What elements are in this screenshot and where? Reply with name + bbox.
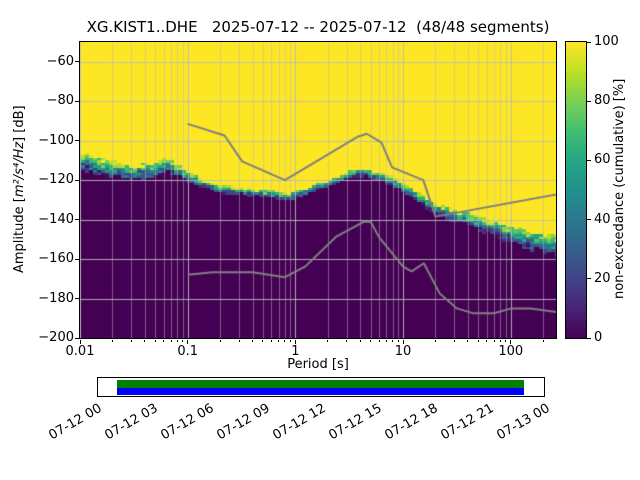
y-axis-label-suffix: ] [dB] [12, 105, 27, 142]
x-minor-tick-mark [278, 340, 280, 342]
x-minor-tick-mark [493, 340, 495, 342]
colorbar [565, 41, 587, 339]
x-minor-tick-mark [397, 340, 399, 342]
x-tick-label: 1 [291, 344, 300, 359]
colorbar-tick-mark [587, 100, 591, 102]
x-minor-tick-mark [359, 340, 361, 342]
x-minor-tick-mark [453, 340, 455, 342]
x-axis-label: Period [s] [287, 357, 349, 372]
x-minor-tick-mark [130, 340, 132, 342]
x-minor-tick-mark [252, 340, 254, 342]
x-minor-tick-mark [346, 340, 348, 342]
timeline-tick-label: 07-13 00 [494, 401, 553, 444]
colorbar-tick-label: 40 [594, 211, 611, 227]
y-axis-label: Amplitude [m²/s⁴/Hz] [dB] [12, 41, 27, 337]
timeline-tick-label: 07-12 09 [214, 401, 273, 444]
x-minor-tick-mark [163, 340, 165, 342]
colorbar-tick-mark [587, 159, 591, 161]
x-minor-tick-mark [270, 340, 272, 342]
x-tick-mark [294, 340, 296, 344]
colorbar-tick-label: 0 [594, 330, 603, 345]
x-minor-tick-mark [385, 340, 387, 342]
colorbar-tick-mark [587, 41, 591, 43]
y-axis-label-units: m²/s⁴/Hz [12, 141, 27, 197]
x-minor-tick-mark [289, 340, 291, 342]
timeline-tick-label: 07-12 21 [438, 401, 497, 444]
x-minor-tick-mark [182, 340, 184, 342]
x-tick-label: 100 [498, 344, 524, 359]
y-tick-mark [75, 337, 79, 339]
timeline-tick-label: 07-12 18 [382, 401, 441, 444]
colorbar-tick-label: 100 [594, 34, 619, 49]
x-minor-tick-mark [327, 340, 329, 342]
x-minor-tick-mark [219, 340, 221, 342]
plot-area [79, 41, 557, 339]
y-tick-mark [75, 179, 79, 181]
timeline-tick-label: 07-12 06 [158, 401, 217, 444]
y-tick-mark [75, 258, 79, 260]
x-minor-tick-mark [154, 340, 156, 342]
colorbar-tick-mark [587, 337, 591, 339]
y-tick-label: −60 [46, 53, 74, 69]
x-minor-tick-mark [467, 340, 469, 342]
x-minor-tick-mark [284, 340, 286, 342]
y-tick-label: −100 [38, 132, 74, 148]
colorbar-tick-mark [587, 278, 591, 280]
x-minor-tick-mark [434, 340, 436, 342]
y-tick-mark [75, 219, 79, 221]
x-minor-tick-mark [486, 340, 488, 342]
timeline-processed-coverage [117, 380, 524, 388]
x-minor-tick-mark [499, 340, 501, 342]
x-minor-tick-mark [176, 340, 178, 342]
colorbar-tick-mark [587, 219, 591, 221]
x-minor-tick-mark [144, 340, 146, 342]
timeline-tick-label: 07-12 15 [326, 401, 385, 444]
y-tick-mark [75, 298, 79, 300]
timeline-tick-label: 07-12 03 [102, 401, 161, 444]
x-tick-label: 0.1 [177, 344, 199, 359]
x-minor-tick-mark [262, 340, 264, 342]
x-tick-mark [79, 340, 81, 344]
x-minor-tick-mark [477, 340, 479, 342]
y-tick-label: −140 [38, 211, 74, 227]
x-minor-tick-mark [370, 340, 372, 342]
plot-title: XG.KIST1..DHE 2025-07-12 -- 2025-07-12 (… [86, 18, 550, 36]
x-minor-tick-mark [505, 340, 507, 342]
y-tick-label: −180 [38, 290, 74, 306]
x-tick-label: 10 [394, 344, 412, 359]
y-axis-label-prefix: Amplitude [ [12, 196, 27, 273]
colorbar-tick-label: 80 [594, 93, 611, 109]
timeline-bar [97, 377, 545, 397]
y-tick-label: −200 [38, 330, 74, 345]
y-tick-label: −80 [46, 93, 74, 109]
timeline-tick-label: 07-12 00 [46, 401, 105, 444]
x-tick-mark [187, 340, 189, 344]
colorbar-label: non-exceedance (cumulative) [%] [612, 78, 627, 300]
colorbar-gradient [566, 42, 586, 338]
y-tick-mark [75, 61, 79, 63]
colorbar-tick-label: 20 [594, 270, 611, 286]
y-tick-label: −160 [38, 251, 74, 267]
x-minor-tick-mark [542, 340, 544, 342]
x-minor-tick-mark [111, 340, 113, 342]
x-minor-tick-mark [238, 340, 240, 342]
x-tick-label: 0.01 [65, 344, 95, 359]
colorbar-tick-label: 60 [594, 152, 611, 168]
timeline-tick-label: 07-12 12 [270, 401, 329, 444]
x-tick-mark [510, 340, 512, 344]
x-tick-mark [402, 340, 404, 344]
x-minor-tick-mark [378, 340, 380, 342]
y-tick-mark [75, 140, 79, 142]
x-minor-tick-mark [170, 340, 172, 342]
x-minor-tick-mark [392, 340, 394, 342]
y-tick-mark [75, 100, 79, 102]
ppsd-heatmap-canvas [80, 42, 556, 338]
timeline-data-coverage [117, 388, 524, 395]
y-tick-label: −120 [38, 172, 74, 188]
